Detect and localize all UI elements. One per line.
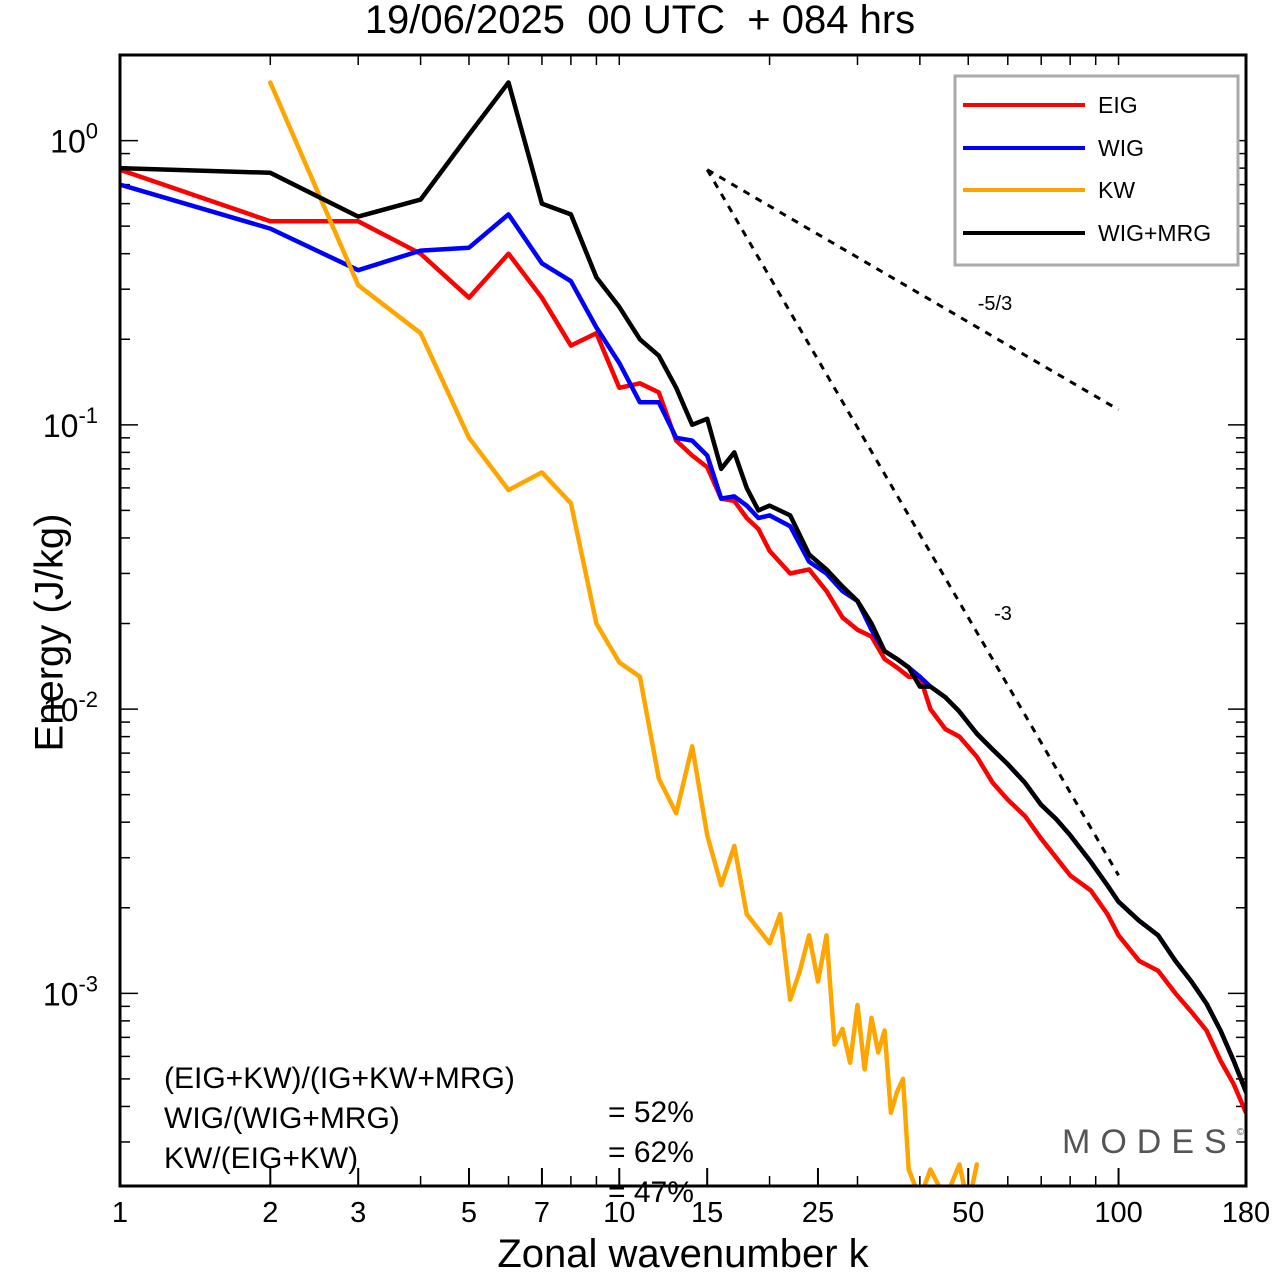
stat-row: WIG/(WIG+MRG) = 62% — [164, 1068, 694, 1169]
x-tick-label: 1 — [112, 1197, 128, 1229]
stat-row: (EIG+KW)/(IG+KW+MRG) = 52% — [164, 1028, 694, 1129]
y-tick-label: 100 — [50, 119, 98, 160]
x-tick-label: 25 — [802, 1197, 834, 1229]
brand-logo: MODES© — [1062, 1123, 1244, 1162]
stat-label: (EIG+KW)/(IG+KW+MRG) — [164, 1062, 515, 1095]
series-line-wig-mrg — [120, 80, 1246, 1095]
stat-label: KW/(EIG+KW) — [164, 1142, 359, 1175]
copyright-mark: © — [1236, 1127, 1245, 1138]
x-tick-label: 5 — [461, 1197, 477, 1229]
y-tick-label: 10-2 — [43, 687, 98, 728]
x-tick-label: 2 — [262, 1197, 278, 1229]
stat-label: WIG/(WIG+MRG) — [164, 1102, 400, 1135]
stat-value: = 62% — [608, 1136, 694, 1169]
reference-slope-line — [705, 168, 1120, 877]
brand-name: MODES — [1062, 1123, 1237, 1161]
x-tick-label: 180 — [1222, 1197, 1270, 1229]
stat-row: KW/(EIG+KW) = 47% — [164, 1108, 694, 1209]
ratio-stats: (EIG+KW)/(IG+KW+MRG) = 52% WIG/(WIG+MRG)… — [164, 1028, 694, 1209]
plot-frame — [118, 53, 1248, 1188]
stat-value: = 52% — [608, 1096, 694, 1129]
series-line-wig — [120, 182, 1246, 1095]
y-tick-label: 10-3 — [43, 971, 98, 1012]
series-line-eig — [120, 167, 1246, 1116]
x-tick-label: 7 — [534, 1197, 550, 1229]
reference-slope-line — [706, 168, 1120, 412]
legend-label: WIG+MRG — [1098, 220, 1211, 246]
series-group — [120, 80, 1246, 1186]
y-axis-label: Energy (J/kg) — [27, 513, 72, 752]
legend-label: KW — [1098, 177, 1135, 203]
x-tick-label: 15 — [691, 1197, 723, 1229]
x-tick-label: 50 — [952, 1197, 984, 1229]
series-line-kw — [268, 80, 980, 1186]
x-tick-label: 3 — [350, 1197, 366, 1229]
reference-slope-label: -3 — [994, 603, 1012, 625]
chart-title: 19/06/2025 00 UTC + 084 hrs — [364, 0, 916, 42]
stat-value: = 47% — [608, 1176, 694, 1209]
x-tick-label: 10 — [603, 1197, 635, 1229]
legend-label: EIG — [1098, 92, 1138, 118]
plot-area: 1 2 3 5 7 10 15 25 50 100 180 10-3 10-2 10-1 100 -5/3 -3… — [43, 53, 1270, 1229]
reference-slope-label: -5/3 — [978, 293, 1012, 315]
x-axis-label: Zonal wavenumber k — [497, 1232, 869, 1276]
y-tick-label: 10-1 — [43, 403, 98, 444]
legend: EIG WIG KW WIG+MRG — [953, 74, 1240, 267]
legend-label: WIG — [1098, 135, 1144, 161]
x-tick-label: 100 — [1094, 1197, 1142, 1229]
